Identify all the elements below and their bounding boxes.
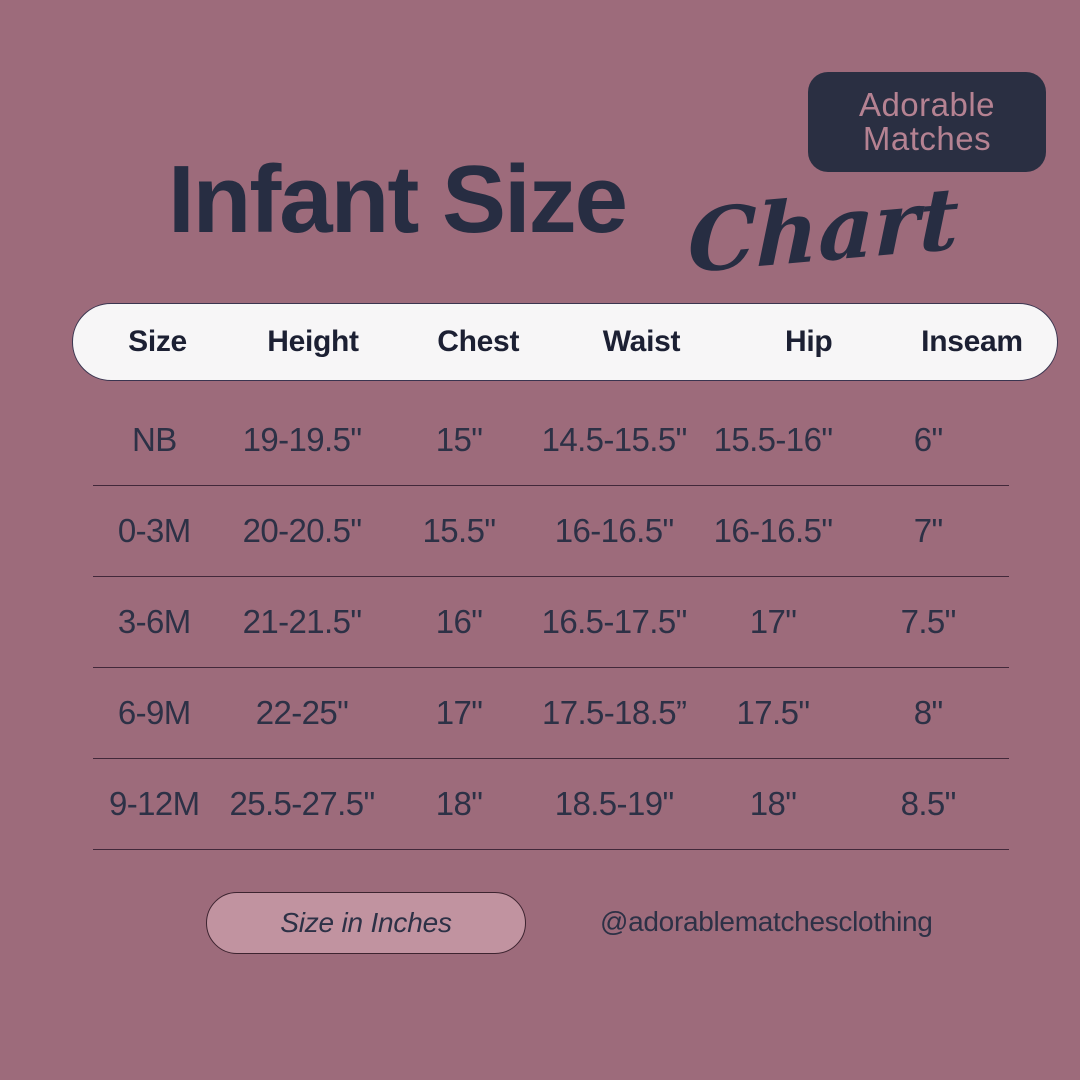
- cell-waist: 18.5-19": [554, 785, 674, 822]
- cell-chest: 16": [435, 603, 483, 640]
- brand-logo-line-1: Adorable: [858, 86, 996, 124]
- cell-chest: 15": [435, 421, 483, 458]
- table-header-row: Size Height Chest Waist Hip Inseam: [72, 303, 1058, 381]
- cell-chest: 18": [435, 785, 483, 822]
- table-row: 0-3M 20-20.5" 15.5" 16-16.5" 16-16.5" 7": [93, 486, 1009, 577]
- table-header-hip: Hip: [784, 325, 833, 358]
- table-header-chest: Chest: [437, 325, 520, 358]
- cell-waist: 17.5-18.5”: [541, 694, 687, 731]
- cell-size: 9-12M: [109, 785, 200, 822]
- page-title: Infant Size Chart: [168, 146, 998, 294]
- cell-chest: 17": [435, 694, 483, 731]
- page-title-main: Infant Size: [168, 146, 628, 253]
- units-badge: Size in Inches: [206, 892, 526, 954]
- social-handle: @adorablematchesclothing: [600, 906, 933, 937]
- table-header-height: Height: [267, 325, 359, 358]
- cell-hip: 18": [749, 785, 797, 822]
- table-row: 6-9M 22-25" 17" 17.5-18.5” 17.5" 8": [93, 668, 1009, 759]
- cell-hip: 17": [749, 603, 797, 640]
- cell-inseam: 8.5": [900, 785, 957, 822]
- cell-waist: 16-16.5": [554, 512, 674, 549]
- cell-waist: 16.5-17.5": [541, 603, 688, 640]
- footer: Size in Inches @adorablematchesclothing: [0, 892, 1080, 956]
- table-row: 9-12M 25.5-27.5" 18" 18.5-19" 18" 8.5": [93, 759, 1009, 850]
- cell-hip: 16-16.5": [713, 512, 833, 549]
- cell-height: 20-20.5": [242, 512, 362, 549]
- size-chart-table: Size Height Chest Waist Hip Inseam NB 19…: [72, 303, 1058, 850]
- cell-size: 3-6M: [117, 603, 191, 640]
- cell-hip: 17.5": [736, 694, 811, 731]
- table-header-inseam: Inseam: [921, 325, 1023, 358]
- page-title-script: Chart: [687, 168, 960, 294]
- cell-chest: 15.5": [422, 512, 497, 549]
- cell-waist: 14.5-15.5": [541, 421, 688, 458]
- cell-inseam: 7": [913, 512, 943, 549]
- cell-hip: 15.5-16": [713, 421, 833, 458]
- cell-inseam: 8": [913, 694, 943, 731]
- cell-inseam: 7.5": [900, 603, 957, 640]
- cell-size: 6-9M: [117, 694, 191, 731]
- table-body: NB 19-19.5" 15" 14.5-15.5" 15.5-16" 6" 0…: [93, 395, 1009, 850]
- table-row: 3-6M 21-21.5" 16" 16.5-17.5" 17" 7.5": [93, 577, 1009, 668]
- cell-height: 21-21.5": [242, 603, 362, 640]
- table-header-size: Size: [128, 325, 187, 358]
- cell-height: 22-25": [255, 694, 349, 731]
- cell-inseam: 6": [913, 421, 943, 458]
- cell-size: NB: [131, 421, 177, 458]
- cell-height: 19-19.5": [242, 421, 362, 458]
- cell-height: 25.5-27.5": [229, 785, 375, 822]
- brand-logo-line-2: Matches: [862, 120, 992, 157]
- cell-size: 0-3M: [117, 512, 191, 549]
- units-badge-label: Size in Inches: [280, 907, 452, 938]
- table-header-waist: Waist: [602, 325, 681, 358]
- brand-logo-badge: Adorable Matches: [808, 72, 1046, 172]
- table-row: NB 19-19.5" 15" 14.5-15.5" 15.5-16" 6": [93, 395, 1009, 486]
